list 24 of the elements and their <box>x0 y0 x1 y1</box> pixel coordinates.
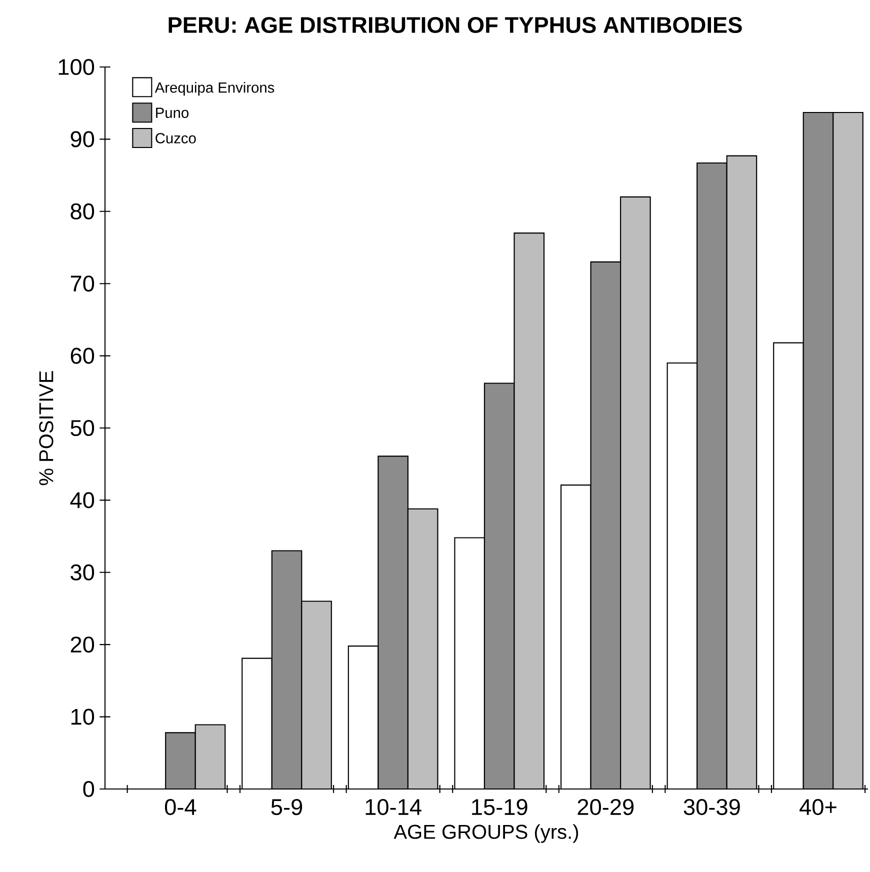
y-tick-label: 30 <box>70 564 94 580</box>
x-tick-label: 15-19 <box>472 799 528 816</box>
x-tick-label: 30-39 <box>684 799 740 816</box>
x-tick-label: 40+ <box>800 799 836 816</box>
x-tick-label: 5-9 <box>271 799 302 816</box>
y-tick-label: 60 <box>70 348 94 364</box>
y-axis-title: % POSITIVE <box>39 371 54 486</box>
x-axis-title: AGE GROUPS (yrs.) <box>394 824 578 843</box>
legend-label: Cuzco <box>156 133 196 144</box>
legend-label: Puno <box>156 108 188 118</box>
y-tick-label: 90 <box>70 131 94 148</box>
legend-label: Arequipa Environs <box>154 82 274 96</box>
x-tick-label: 10-14 <box>366 799 422 816</box>
x-tick-label: 20-29 <box>578 799 634 816</box>
chart-title: PERU: AGE DISTRIBUTION OF TYPHUS ANTIBODIES <box>168 16 742 34</box>
y-tick-label: 10 <box>71 708 94 725</box>
y-tick-label: 100 <box>58 58 94 76</box>
y-tick-label: 70 <box>70 276 94 292</box>
x-tick-label: 0-4 <box>164 799 196 816</box>
y-tick-label: 40 <box>70 492 94 508</box>
y-tick-label: 0 <box>83 780 94 798</box>
y-tick-label: 50 <box>70 420 94 436</box>
y-tick-label: 80 <box>70 203 94 220</box>
y-tick-label: 20 <box>70 636 94 653</box>
